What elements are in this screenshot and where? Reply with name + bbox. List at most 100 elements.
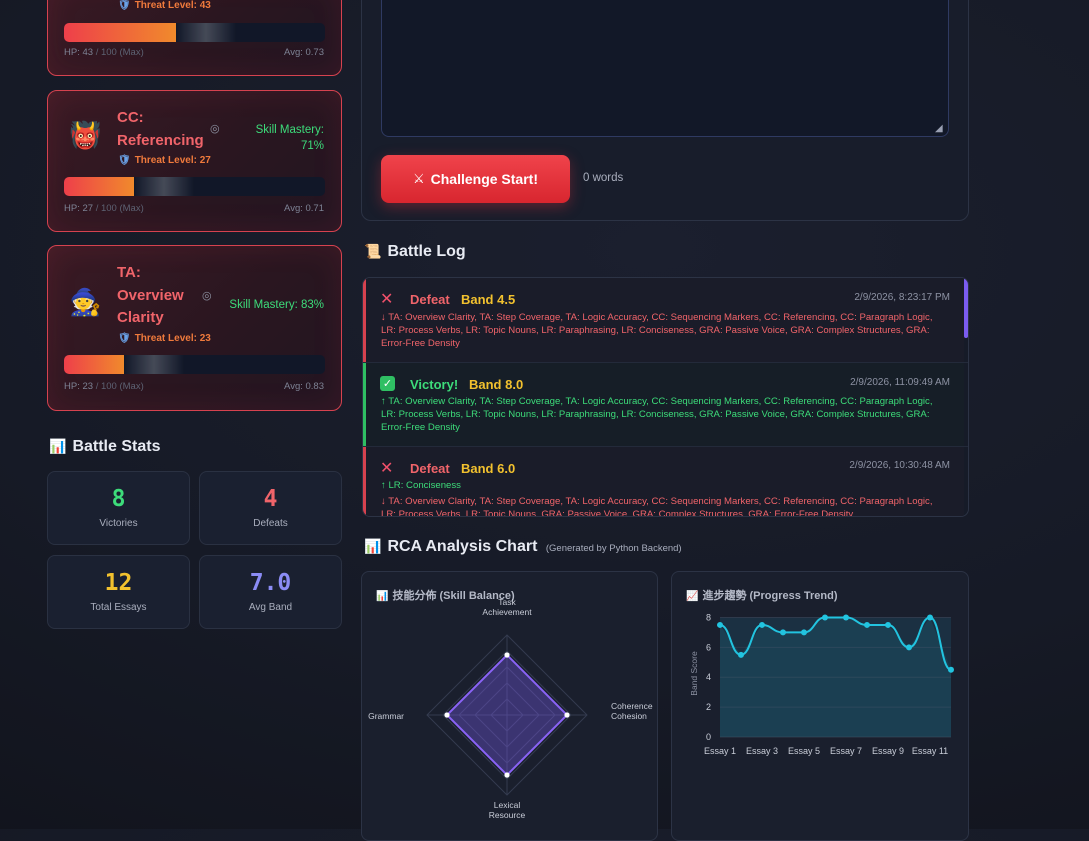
hp-fill: [64, 177, 135, 196]
series-area: [720, 617, 951, 737]
radar-axis-label-line: Coherence: [611, 701, 653, 711]
skill-change-line: ↓ TA: Overview Clarity, TA: Step Coverag…: [381, 496, 933, 517]
radar-axis-label-line: Task: [498, 597, 516, 607]
stat-victories: 8 Victories: [47, 471, 190, 545]
skill-mastery: Skill Mastery: 71%: [255, 124, 324, 152]
bar-chart-icon: 📊: [49, 439, 67, 455]
hp-label: HP: 23 / 100 (Max): [64, 381, 144, 392]
data-point: [864, 621, 870, 628]
stat-avg-band: 7.0 Avg Band: [199, 555, 342, 629]
bar-chart-icon: 📊: [376, 591, 389, 602]
band-score: Band 6.0: [461, 461, 516, 476]
y-tick-label: 8: [706, 612, 711, 622]
crossed-swords-icon: ⚔: [412, 171, 425, 187]
shield-icon: 🛡: [118, 155, 131, 166]
checkmark-icon: ✓: [380, 376, 395, 391]
radar-point: [504, 652, 510, 658]
divider: [363, 446, 968, 447]
enemy-name: TA: Overview Clarity: [117, 264, 184, 326]
hp-shine: [124, 355, 185, 374]
wizard-icon: 🧙: [69, 288, 102, 318]
data-point: [948, 666, 954, 673]
rca-subtitle: (Generated by Python Backend): [545, 543, 682, 554]
data-point: [906, 644, 912, 651]
shield-icon: 🛡: [118, 333, 131, 344]
data-point: [927, 614, 933, 621]
chart-title: 📊 技能分佈 (Skill Balance): [376, 590, 515, 602]
log-entry[interactable]: ✓ Victory! Band 8.0 2/9/2026, 11:09:49 A…: [363, 363, 964, 446]
data-point: [885, 621, 891, 628]
stat-total-essays: 12 Total Essays: [47, 555, 190, 629]
word-count: 0 words: [583, 172, 624, 184]
line-chart: 0 2 4 6 8 Band Score Essay 1 Essay 3 Essay 5 Essa…: [689, 612, 954, 756]
skill-mastery: Skill Mastery: 83%: [229, 299, 324, 311]
hp-bar: [64, 355, 325, 374]
y-axis-label: Band Score: [689, 651, 699, 696]
log-entry[interactable]: ✕ Defeat Band 6.0 2/9/2026, 10:30:48 AM …: [363, 447, 964, 517]
data-point: [780, 629, 786, 636]
stat-defeats: 4 Defeats: [199, 471, 342, 545]
timestamp: 2/9/2026, 11:09:49 AM: [850, 377, 950, 388]
divider: [363, 362, 968, 363]
challenge-start-button[interactable]: ⚔ Challenge Start!: [381, 155, 570, 203]
x-tick-label: Essay 11: [912, 746, 948, 756]
x-tick-label: Essay 7: [830, 746, 862, 756]
radar-point: [444, 712, 450, 718]
hp-label: HP: 27 / 100 (Max): [64, 203, 144, 214]
skill-change-line: ↓ TA: Overview Clarity, TA: Step Coverag…: [381, 312, 933, 349]
resize-grip-icon[interactable]: ◢: [935, 123, 943, 134]
radar-point: [564, 712, 570, 718]
progress-trend-chart-panel: 📈 進步趨勢 (Progress Trend) 0 2 4 6 8 Band Score Es…: [671, 571, 969, 841]
scrollbar-thumb[interactable]: [964, 278, 968, 338]
result-label: Defeat: [410, 461, 450, 476]
log-entry[interactable]: ✕ Defeat Band 4.5 2/9/2026, 8:23:17 PM ↓…: [363, 278, 964, 362]
stat-label: Total Essays: [90, 602, 147, 613]
threat-level: 🛡 Threat Level: 27: [118, 155, 211, 166]
hp-fill: [64, 23, 177, 42]
radar-axis-label-line: Cohesion: [611, 711, 647, 721]
target-icon: ◎: [210, 122, 220, 135]
enemy-name: CC: Referencing: [117, 109, 204, 149]
radar-axis-label: Coherence Cohesion: [611, 701, 653, 721]
y-tick-label: 6: [706, 642, 711, 652]
battle-log-list[interactable]: ✕ Defeat Band 4.5 2/9/2026, 8:23:17 PM ↓…: [362, 277, 969, 517]
skill-balance-chart-panel: 📊 技能分佈 (Skill Balance) Task Achievement Coh…: [361, 571, 658, 841]
shield-icon: 🛡: [118, 0, 131, 11]
radar-point: [504, 772, 510, 778]
radar-axis-label: Grammar: [368, 711, 404, 721]
chart-title: 📈 進步趨勢 (Progress Trend): [686, 590, 838, 602]
avg-label: Avg: 0.71: [284, 203, 324, 214]
scroll-icon: 📜: [364, 244, 382, 260]
data-point: [738, 651, 744, 658]
line-chart-icon: 📈: [686, 591, 699, 602]
hp-fill: [64, 355, 125, 374]
battle-stats-heading: 📊 Battle Stats: [49, 438, 161, 455]
radar-axis-label-line: Resource: [489, 810, 526, 820]
y-tick-label: 0: [706, 732, 711, 742]
avg-label: Avg: 0.73: [284, 47, 324, 58]
skill-change-line: ↑ TA: Overview Clarity, TA: Step Coverag…: [381, 396, 933, 433]
enemy-card-cc-referencing[interactable]: 👹 CC: Referencing ◎ 🛡 Threat Level: 27 Ski…: [47, 90, 342, 232]
cross-icon: ✕: [380, 458, 394, 477]
data-point: [801, 629, 807, 636]
ogre-icon: 👹: [69, 121, 102, 151]
radar-value-area: [445, 653, 569, 777]
timestamp: 2/9/2026, 10:30:48 AM: [849, 460, 950, 471]
essay-textarea[interactable]: [381, 0, 949, 137]
enemy-card-hidden[interactable]: 🛡 Threat Level: 43 HP: 43 / 100 (Max) Avg…: [47, 0, 342, 76]
enemy-card-ta-overview-clarity[interactable]: 🧙 TA: Overview Clarity ◎ 🛡 Threat Level: 23…: [47, 245, 342, 411]
target-icon: ◎: [202, 289, 212, 302]
battle-log-heading: 📜 Battle Log: [364, 243, 466, 260]
x-tick-label: Essay 5: [788, 746, 820, 756]
avg-label: Avg: 0.83: [284, 381, 324, 392]
data-point: [843, 614, 849, 621]
result-label: Victory!: [410, 377, 459, 392]
stat-label: Victories: [99, 518, 138, 529]
y-tick-label: 4: [706, 672, 711, 682]
stat-value: 4: [263, 486, 278, 512]
radar-axis-label: Lexical Resource: [489, 800, 526, 820]
stat-value: 8: [111, 486, 126, 512]
essay-editor-panel: ◢ ⚔ Challenge Start! 0 words: [361, 0, 969, 221]
data-point: [822, 614, 828, 621]
radar-chart: Task Achievement Coherence Cohesion Lexical R…: [368, 597, 653, 820]
